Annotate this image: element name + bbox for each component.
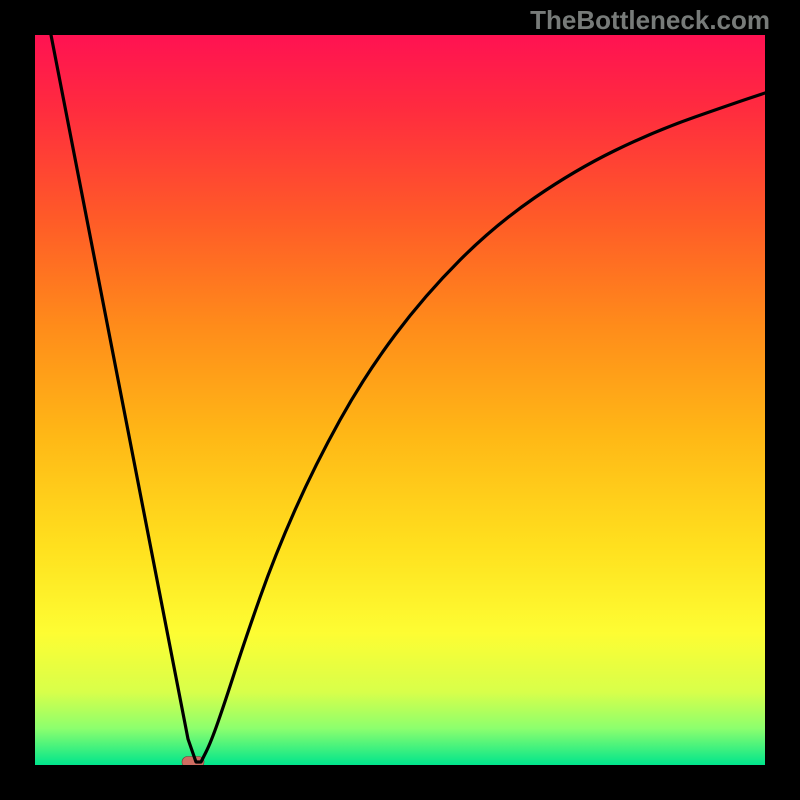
curve-overlay (35, 35, 765, 765)
watermark-text: TheBottleneck.com (530, 5, 770, 36)
bottleneck-curve (51, 35, 765, 762)
plot-area (35, 35, 765, 765)
chart-frame: TheBottleneck.com (0, 0, 800, 800)
